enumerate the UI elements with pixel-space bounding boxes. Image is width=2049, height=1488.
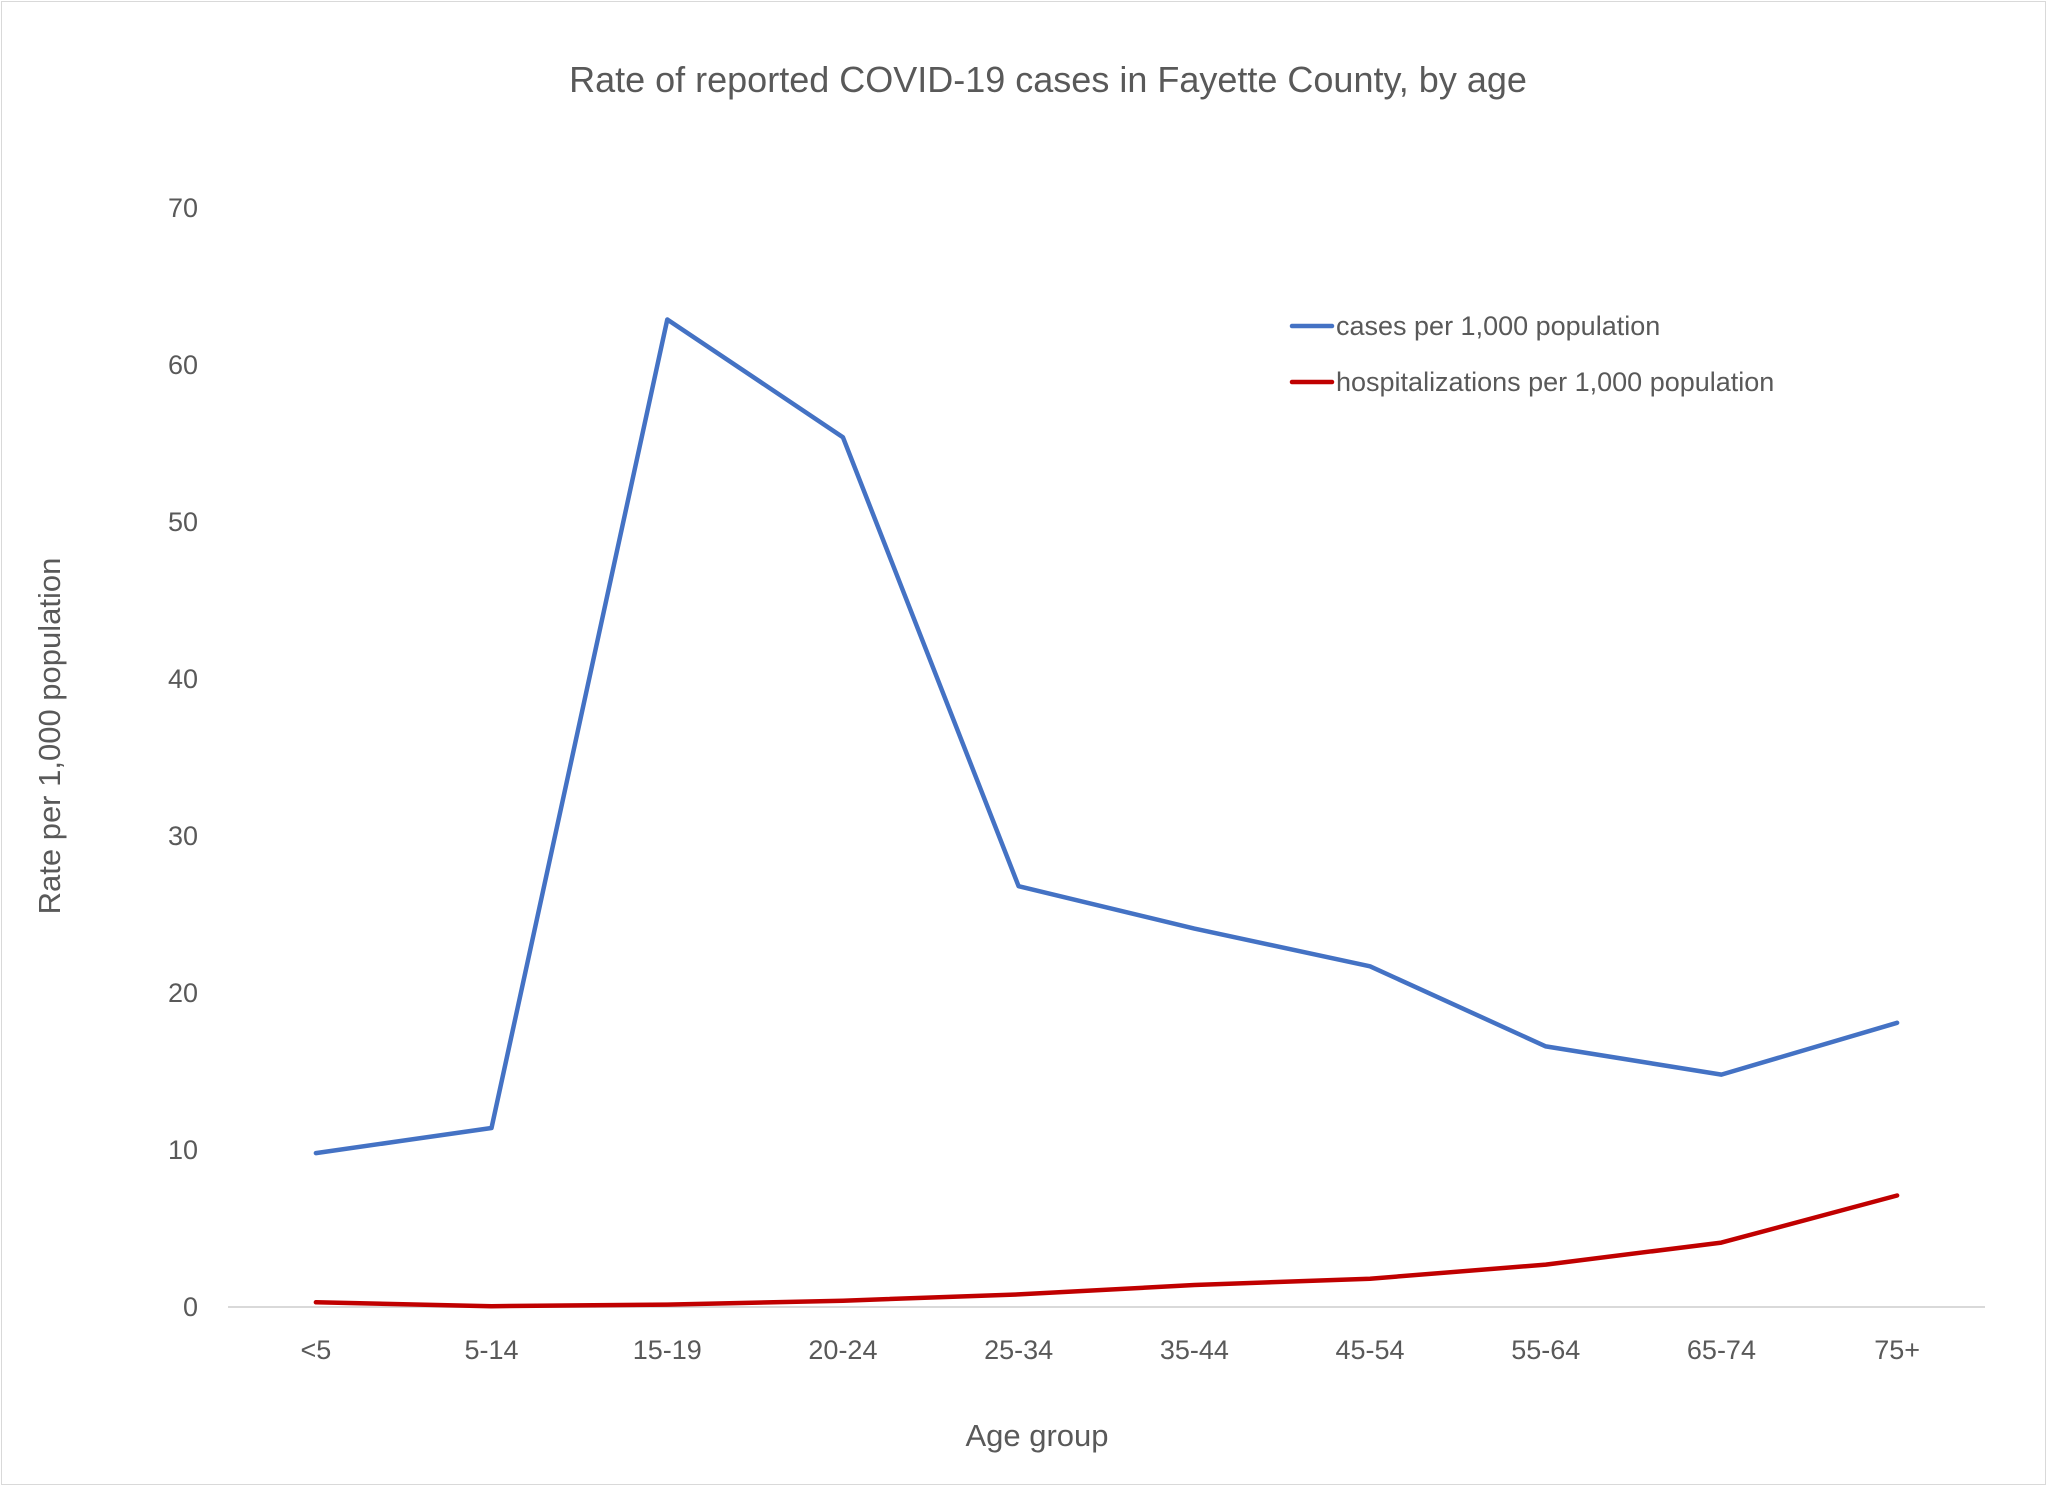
x-tick-label: 55-64 [1511, 1335, 1580, 1365]
series-line-2 [313, 1193, 1900, 1309]
y-axis-ticks: 0 10 20 30 40 50 60 70 [168, 193, 198, 1322]
x-axis-ticks: <5 5-14 15-19 20-24 25-34 35-44 45-54 55-64 65-7… [300, 1335, 1920, 1365]
legend: cases per 1,000 population hospitalizatio… [1289, 311, 1774, 397]
series-layer [313, 317, 1900, 1309]
y-tick-label: 10 [168, 1135, 198, 1165]
y-axis-title: Rate per 1,000 population [32, 558, 67, 915]
y-tick-label: 60 [168, 350, 198, 380]
x-tick-label: 15-19 [633, 1335, 702, 1365]
y-tick-label: 70 [168, 193, 198, 223]
y-tick-label: 40 [168, 664, 198, 694]
x-tick-label: 65-74 [1687, 1335, 1756, 1365]
x-tick-label: <5 [300, 1335, 331, 1365]
x-tick-label: 20-24 [808, 1335, 877, 1365]
legend-label: cases per 1,000 population [1336, 311, 1660, 341]
y-tick-label: 20 [168, 978, 198, 1008]
x-tick-label: 5-14 [465, 1335, 519, 1365]
series-line-1 [313, 317, 1900, 1156]
x-axis-title: Age group [965, 1418, 1108, 1453]
y-tick-label: 30 [168, 821, 198, 851]
chart-title: Rate of reported COVID-19 cases in Fayet… [569, 59, 1527, 100]
x-tick-label: 35-44 [1160, 1335, 1229, 1365]
x-tick-label: 25-34 [984, 1335, 1053, 1365]
y-tick-label: 0 [183, 1292, 198, 1322]
y-tick-label: 50 [168, 507, 198, 537]
x-tick-label: 75+ [1874, 1335, 1920, 1365]
x-tick-label: 45-54 [1336, 1335, 1405, 1365]
legend-label: hospitalizations per 1,000 population [1336, 367, 1774, 397]
